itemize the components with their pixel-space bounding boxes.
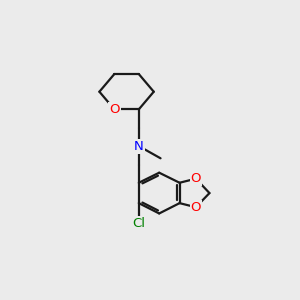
Text: N: N bbox=[134, 140, 144, 153]
Text: O: O bbox=[190, 201, 201, 214]
Text: O: O bbox=[109, 103, 120, 116]
Text: Cl: Cl bbox=[132, 217, 145, 230]
Text: O: O bbox=[190, 172, 201, 185]
